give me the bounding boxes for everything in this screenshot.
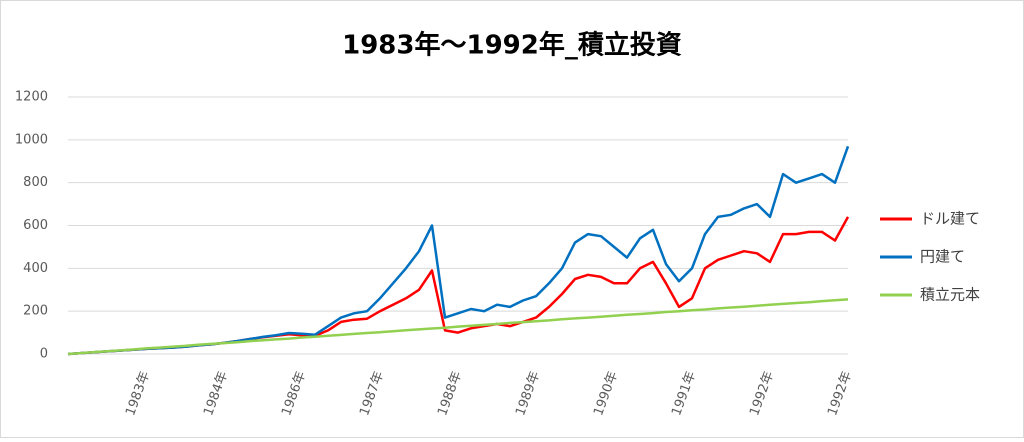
- y-tick-label: 1000: [15, 132, 48, 147]
- chart-title: 1983年～1992年_積立投資: [342, 30, 682, 61]
- y-tick-label: 200: [23, 304, 48, 319]
- y-tick-label: 400: [23, 261, 48, 276]
- y-tick-label: 1200: [15, 90, 48, 105]
- legend-label: ドル建て: [920, 210, 980, 228]
- legend-label: 円建て: [920, 248, 965, 266]
- legend-label: 積立元本: [920, 286, 980, 304]
- y-tick-label: 800: [23, 175, 48, 190]
- y-tick-label: 0: [40, 347, 48, 362]
- series-line: [67, 298, 849, 356]
- y-tick-label: 600: [23, 218, 48, 233]
